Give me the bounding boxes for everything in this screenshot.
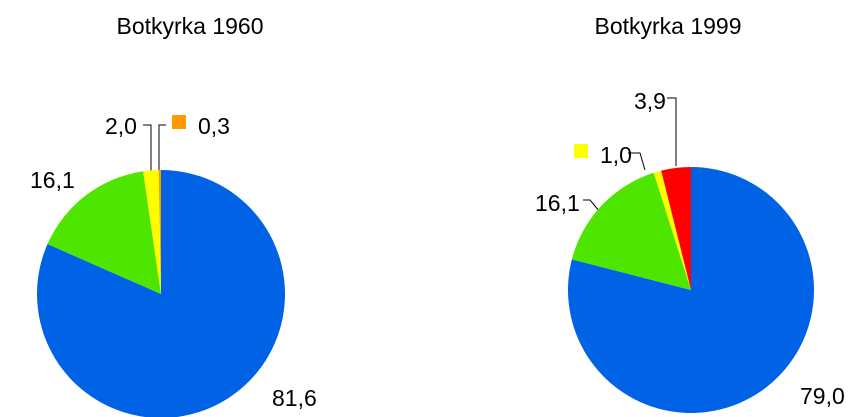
data-label: 79,0 — [800, 383, 845, 409]
data-label: 3,9 — [634, 88, 666, 114]
pie-slice — [37, 170, 285, 417]
pie-slice — [653, 170, 691, 290]
leader-line — [667, 97, 677, 166]
pie-slice — [661, 167, 691, 290]
chart-title: Botkyrka 1960 — [116, 13, 263, 39]
pie-slice — [571, 172, 691, 290]
data-label: 81,6 — [272, 385, 317, 411]
data-label: 2,0 — [105, 113, 137, 139]
pie-slice — [567, 167, 814, 413]
pie-slice — [47, 171, 161, 294]
pie-slice — [143, 170, 161, 294]
data-label: 1,0 — [600, 142, 632, 168]
leader-lines — [143, 97, 677, 213]
leader-line — [143, 124, 152, 172]
data-label: 0,3 — [198, 113, 230, 139]
chart-title: Botkyrka 1999 — [594, 13, 741, 39]
legend-key — [574, 144, 588, 158]
leader-line — [583, 199, 601, 213]
pie-slice — [158, 170, 161, 294]
data-label: 16,1 — [535, 190, 580, 216]
data-label: 16,1 — [30, 167, 75, 193]
leader-line — [158, 124, 166, 170]
legend-key — [172, 115, 186, 129]
leader-line — [628, 152, 646, 171]
